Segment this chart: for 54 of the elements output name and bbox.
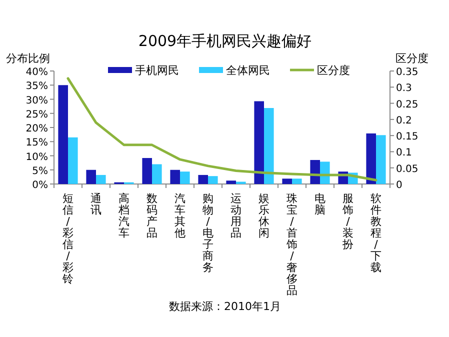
bar [96, 174, 106, 184]
bar [226, 180, 236, 184]
y-tick-label: 35% [26, 81, 48, 92]
x-tick-label: 数码产品 [146, 192, 158, 240]
y-tick-label: 40% [26, 67, 48, 78]
bar [68, 137, 78, 184]
x-tick-label: 汽车其他 [174, 192, 186, 240]
y-tick-label: 0% [32, 180, 48, 191]
bar [86, 170, 96, 184]
y2-tick-label: 0.25 [396, 99, 418, 110]
bar [170, 170, 180, 184]
bar [198, 174, 208, 184]
x-tick-label: 运动用品 [230, 192, 242, 240]
y2-tick-label: 0.3 [396, 83, 412, 94]
bar [254, 101, 264, 184]
bar [282, 178, 292, 184]
y-tick-label: 20% [26, 124, 48, 134]
source-note: 数据来源：2010年1月 [169, 300, 281, 313]
y2-tick-label: 0.05 [396, 164, 418, 175]
bar [264, 108, 274, 184]
legend-label: 区分度 [317, 64, 350, 77]
y-tick-label: 30% [26, 95, 48, 106]
x-tick-label: 高档汽车 [118, 192, 130, 240]
y-axis-title: 分布比例 [6, 52, 50, 65]
x-tick-label: 电脑 [314, 192, 326, 216]
bar [292, 178, 302, 184]
bar [208, 176, 218, 184]
bar [376, 135, 386, 184]
y2-axis-title: 区分度 [396, 52, 428, 65]
legend-label: 全体网民 [226, 64, 270, 77]
x-tick-label: 短信/彩信/彩铃 [62, 192, 74, 286]
y-tick-label: 15% [26, 138, 48, 149]
bar [366, 133, 376, 184]
bar [142, 158, 152, 184]
bar [180, 172, 190, 184]
y2-tick-label: 0.35 [396, 67, 418, 78]
y2-tick-label: 0.1 [396, 148, 412, 159]
bar [152, 164, 162, 184]
legend-label: 手机网民 [135, 64, 179, 77]
bar [310, 160, 320, 184]
y2-tick-label: 0 [396, 180, 402, 191]
bar [58, 85, 68, 184]
y2-tick-label: 0.2 [396, 115, 412, 126]
x-tick-label: 娱乐休闲 [258, 192, 270, 240]
y2-tick-label: 0.15 [396, 132, 418, 143]
x-tick-label: 软件教程/下载 [370, 192, 382, 274]
x-tick-label: 服饰/装扮 [342, 192, 354, 251]
y-tick-label: 10% [26, 152, 48, 163]
category-label: 珠宝/首饰/奢侈品 [286, 192, 298, 297]
chart-title: 2009年手机网民兴趣偏好 [138, 32, 312, 50]
y-tick-label: 25% [26, 109, 48, 120]
x-tick-label: 购物/电子商务 [202, 192, 214, 274]
y-tick-label: 5% [32, 166, 48, 177]
x-tick-label: 通讯 [90, 192, 102, 216]
